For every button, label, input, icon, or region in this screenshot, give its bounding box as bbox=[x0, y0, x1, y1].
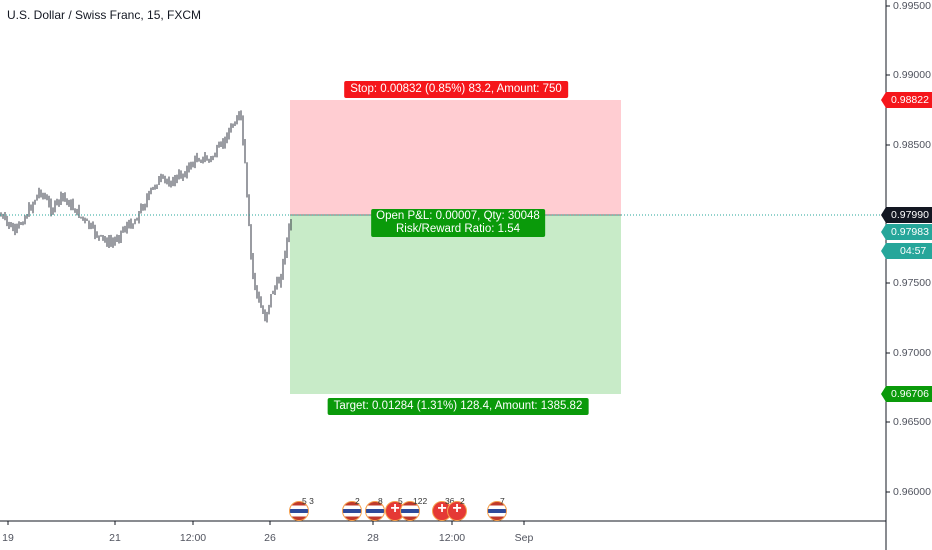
event-marker[interactable]: 122 bbox=[400, 496, 430, 523]
time-tick-label: 12:00 bbox=[179, 532, 207, 544]
time-tick-label: 21 bbox=[109, 532, 121, 544]
time-tick-label: 26 bbox=[264, 532, 276, 544]
us-flag-icon bbox=[400, 501, 420, 521]
event-count: 5 3 bbox=[302, 496, 314, 506]
event-count: 122 bbox=[413, 496, 428, 506]
price-tick-label: 0.96500 bbox=[893, 416, 931, 428]
swiss-flag-icon bbox=[432, 500, 452, 521]
price-tick-label: 0.99000 bbox=[893, 69, 931, 81]
open-pnl-text: Open P&L: 0.00007, Qty: 30048 bbox=[376, 210, 540, 222]
time-tick-label: Sep bbox=[514, 532, 534, 544]
stop-price-tag: 0.98822 bbox=[881, 92, 932, 108]
price-tick-label: 0.97500 bbox=[893, 277, 931, 289]
price-tick-label: 0.97000 bbox=[893, 347, 931, 359]
event-count: 8 bbox=[378, 496, 383, 506]
event-marker[interactable]: 7 bbox=[487, 496, 517, 523]
event-marker[interactable]: 5 3 bbox=[289, 496, 319, 523]
event-count: 2 bbox=[460, 496, 465, 506]
price-tick-label: 0.98500 bbox=[893, 139, 931, 151]
event-marker[interactable]: 2 bbox=[447, 496, 477, 523]
target-zone[interactable] bbox=[290, 215, 621, 394]
us-flag-icon bbox=[487, 501, 507, 521]
stop-zone[interactable] bbox=[290, 100, 621, 215]
target-label[interactable]: Target: 0.01284 (1.31%) 128.4, Amount: 1… bbox=[327, 398, 589, 415]
time-tick-label: 28 bbox=[367, 532, 379, 544]
event-marker[interactable]: 2 bbox=[342, 496, 372, 523]
risk-reward-text: Risk/Reward Ratio: 1.54 bbox=[396, 223, 520, 235]
swiss-flag-icon bbox=[447, 500, 467, 521]
open-pnl-label[interactable]: Open P&L: 0.00007, Qty: 30048 Risk/Rewar… bbox=[371, 209, 545, 237]
chart-title: U.S. Dollar / Swiss Franc, 15, FXCM bbox=[7, 8, 202, 22]
event-count: 7 bbox=[500, 496, 505, 506]
event-count: 2 bbox=[355, 496, 360, 506]
event-marker[interactable]: 36 bbox=[432, 496, 462, 523]
bar-countdown-tag: 04:57 bbox=[881, 243, 932, 259]
entry-price-tag: 0.97983 bbox=[881, 224, 932, 240]
time-tick-label: 19 bbox=[2, 532, 14, 544]
price-candles bbox=[0, 110, 292, 323]
us-flag-icon bbox=[342, 501, 362, 521]
price-tick-label: 0.96000 bbox=[893, 486, 931, 498]
current-price-tag: 0.97990 bbox=[881, 207, 932, 223]
price-tick-label: 0.99500 bbox=[893, 0, 931, 12]
event-count: 5 bbox=[398, 496, 403, 506]
target-price-tag: 0.96706 bbox=[881, 386, 932, 402]
time-tick-label: 12:00 bbox=[438, 532, 466, 544]
stop-label[interactable]: Stop: 0.00832 (0.85%) 83.2, Amount: 750 bbox=[344, 81, 568, 98]
us-flag-icon bbox=[289, 501, 309, 521]
